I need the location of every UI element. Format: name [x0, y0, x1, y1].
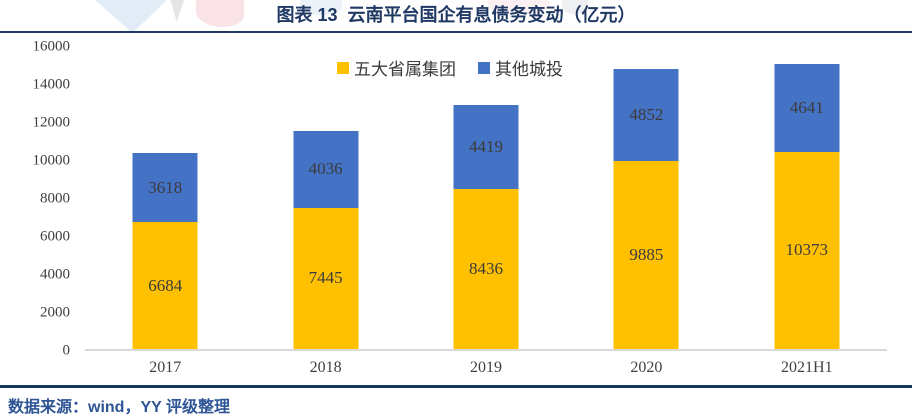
stacked-bar-2020: 9885 4852: [613, 69, 679, 349]
x-axis-tick-label: 2019: [470, 359, 502, 376]
background-artifact: [196, 0, 244, 27]
x-axis-tick-label: 2018: [309, 359, 342, 376]
bar-value-label: 7445: [308, 268, 343, 288]
bar-segment: 8436: [453, 188, 519, 349]
bar-segment: 4852: [613, 69, 679, 162]
bar-value-label: 4641: [789, 97, 824, 117]
bar-value-label: 10373: [785, 240, 829, 260]
bar-segment: 9885: [613, 161, 679, 349]
stacked-bar-2017: 6684 3618: [132, 153, 198, 349]
bar-segment: 10373: [774, 151, 840, 349]
x-axis-tick-label: 2020: [630, 359, 663, 376]
bar-segment: 3618: [132, 153, 198, 223]
bar-value-label: 4852: [629, 105, 664, 125]
y-axis-tick-label: 6000: [40, 228, 70, 245]
y-axis-tick-label: 4000: [40, 266, 70, 283]
stacked-bar-2018: 7445 4036: [293, 130, 359, 349]
bar-segment: 4419: [453, 104, 519, 189]
plot-area: 6684 3618 7445 4036 8436 4419 9885 4852 10373 464…: [85, 47, 887, 351]
chart-plot-wrap: 0 2000 4000 6000 8000 10000 12000 14000 16000 66…: [0, 35, 912, 385]
background-artifact: [300, 0, 342, 15]
y-axis-tick-label: 14000: [32, 76, 71, 93]
x-axis: 2017 2018 2019 2020 2021H1: [85, 359, 887, 381]
stacked-bar-2019: 8436 4419: [453, 104, 519, 349]
bar-value-label: 8436: [469, 258, 503, 278]
bar-value-label: 4036: [308, 159, 343, 179]
y-axis-tick-label: 16000: [32, 38, 71, 55]
y-axis-tick-label: 0: [62, 342, 71, 359]
stacked-bar-2021H1: 10373 4641: [774, 63, 840, 349]
x-axis-tick-label: 2017: [149, 359, 182, 376]
bar-value-label: 6684: [148, 275, 183, 295]
legend-item: 五大省属集团: [337, 55, 456, 80]
background-artifact: [488, 0, 550, 13]
bar-segment: 7445: [293, 207, 359, 349]
y-axis-tick-label: 10000: [32, 152, 71, 169]
legend-label: 五大省属集团: [354, 60, 456, 79]
figure-footer: 数据来源：wind，YY 评级整理: [0, 385, 912, 420]
figure-header: 图表 13 云南平台国企有息债务变动（亿元）: [0, 0, 912, 33]
legend-item: 其他城投: [478, 55, 563, 80]
data-source-note: 数据来源：wind，YY 评级整理: [8, 399, 230, 416]
bar-value-label: 9885: [629, 245, 664, 265]
y-axis-tick-label: 12000: [32, 114, 71, 131]
bar-value-label: 3618: [148, 177, 183, 197]
bar-segment: 4641: [774, 63, 840, 152]
y-axis-tick-label: 2000: [40, 304, 70, 321]
x-axis-tick-label: 2021H1: [781, 359, 833, 376]
background-artifact: [562, 0, 588, 14]
legend-swatch-icon: [478, 61, 490, 74]
y-axis: 0 2000 4000 6000 8000 10000 12000 14000 16000: [0, 39, 72, 359]
bar-value-label: 4419: [469, 136, 503, 156]
figure-title: 图表 13 云南平台国企有息债务变动（亿元）: [276, 5, 636, 25]
bar-segment: 6684: [132, 222, 198, 349]
legend-swatch-icon: [337, 61, 349, 74]
chart-legend: 五大省属集团 其他城投: [337, 55, 563, 80]
legend-label: 其他城投: [495, 60, 563, 79]
y-axis-tick-label: 8000: [40, 190, 70, 207]
bar-segment: 4036: [293, 130, 359, 208]
